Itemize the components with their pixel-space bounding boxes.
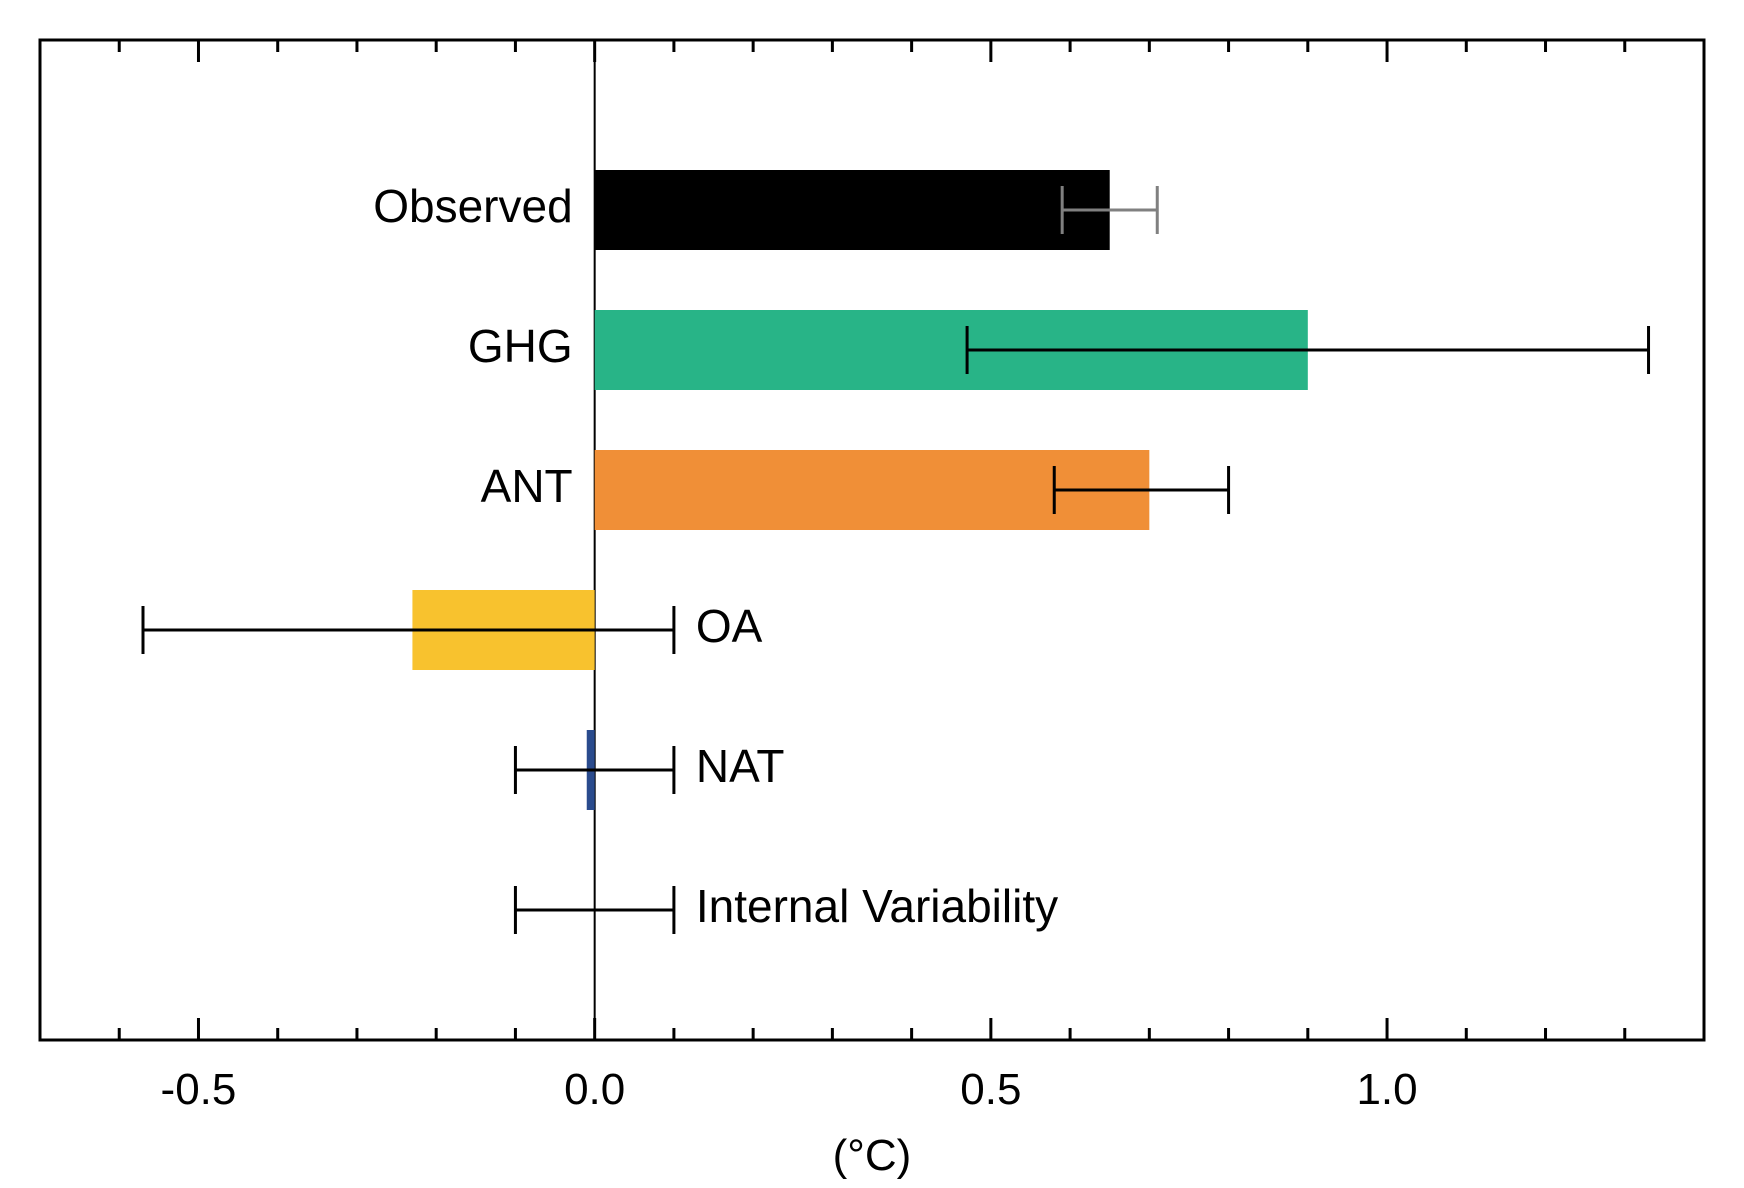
series-label-nat: NAT bbox=[696, 740, 785, 792]
bar-observed bbox=[595, 170, 1110, 250]
series-label-ghg: GHG bbox=[468, 320, 573, 372]
chart-container: -0.5 0.0 0.5 1.0 (°C) Observed GHG ANT OA NAT Inte… bbox=[0, 0, 1744, 1188]
series-label-ant: ANT bbox=[481, 460, 573, 512]
x-axis-label: (°C) bbox=[833, 1131, 912, 1180]
x-tick-label: 1.0 bbox=[1356, 1065, 1417, 1114]
x-tick-label: -0.5 bbox=[161, 1065, 237, 1114]
x-tick-label: 0.0 bbox=[564, 1065, 625, 1114]
series-label-observed: Observed bbox=[373, 180, 572, 232]
series-label-oa: OA bbox=[696, 600, 763, 652]
series-label-internal-variability: Internal Variability bbox=[696, 880, 1058, 932]
attribution-bar-chart: -0.5 0.0 0.5 1.0 (°C) Observed GHG ANT OA NAT Inte… bbox=[0, 0, 1744, 1188]
x-tick-label: 0.5 bbox=[960, 1065, 1021, 1114]
